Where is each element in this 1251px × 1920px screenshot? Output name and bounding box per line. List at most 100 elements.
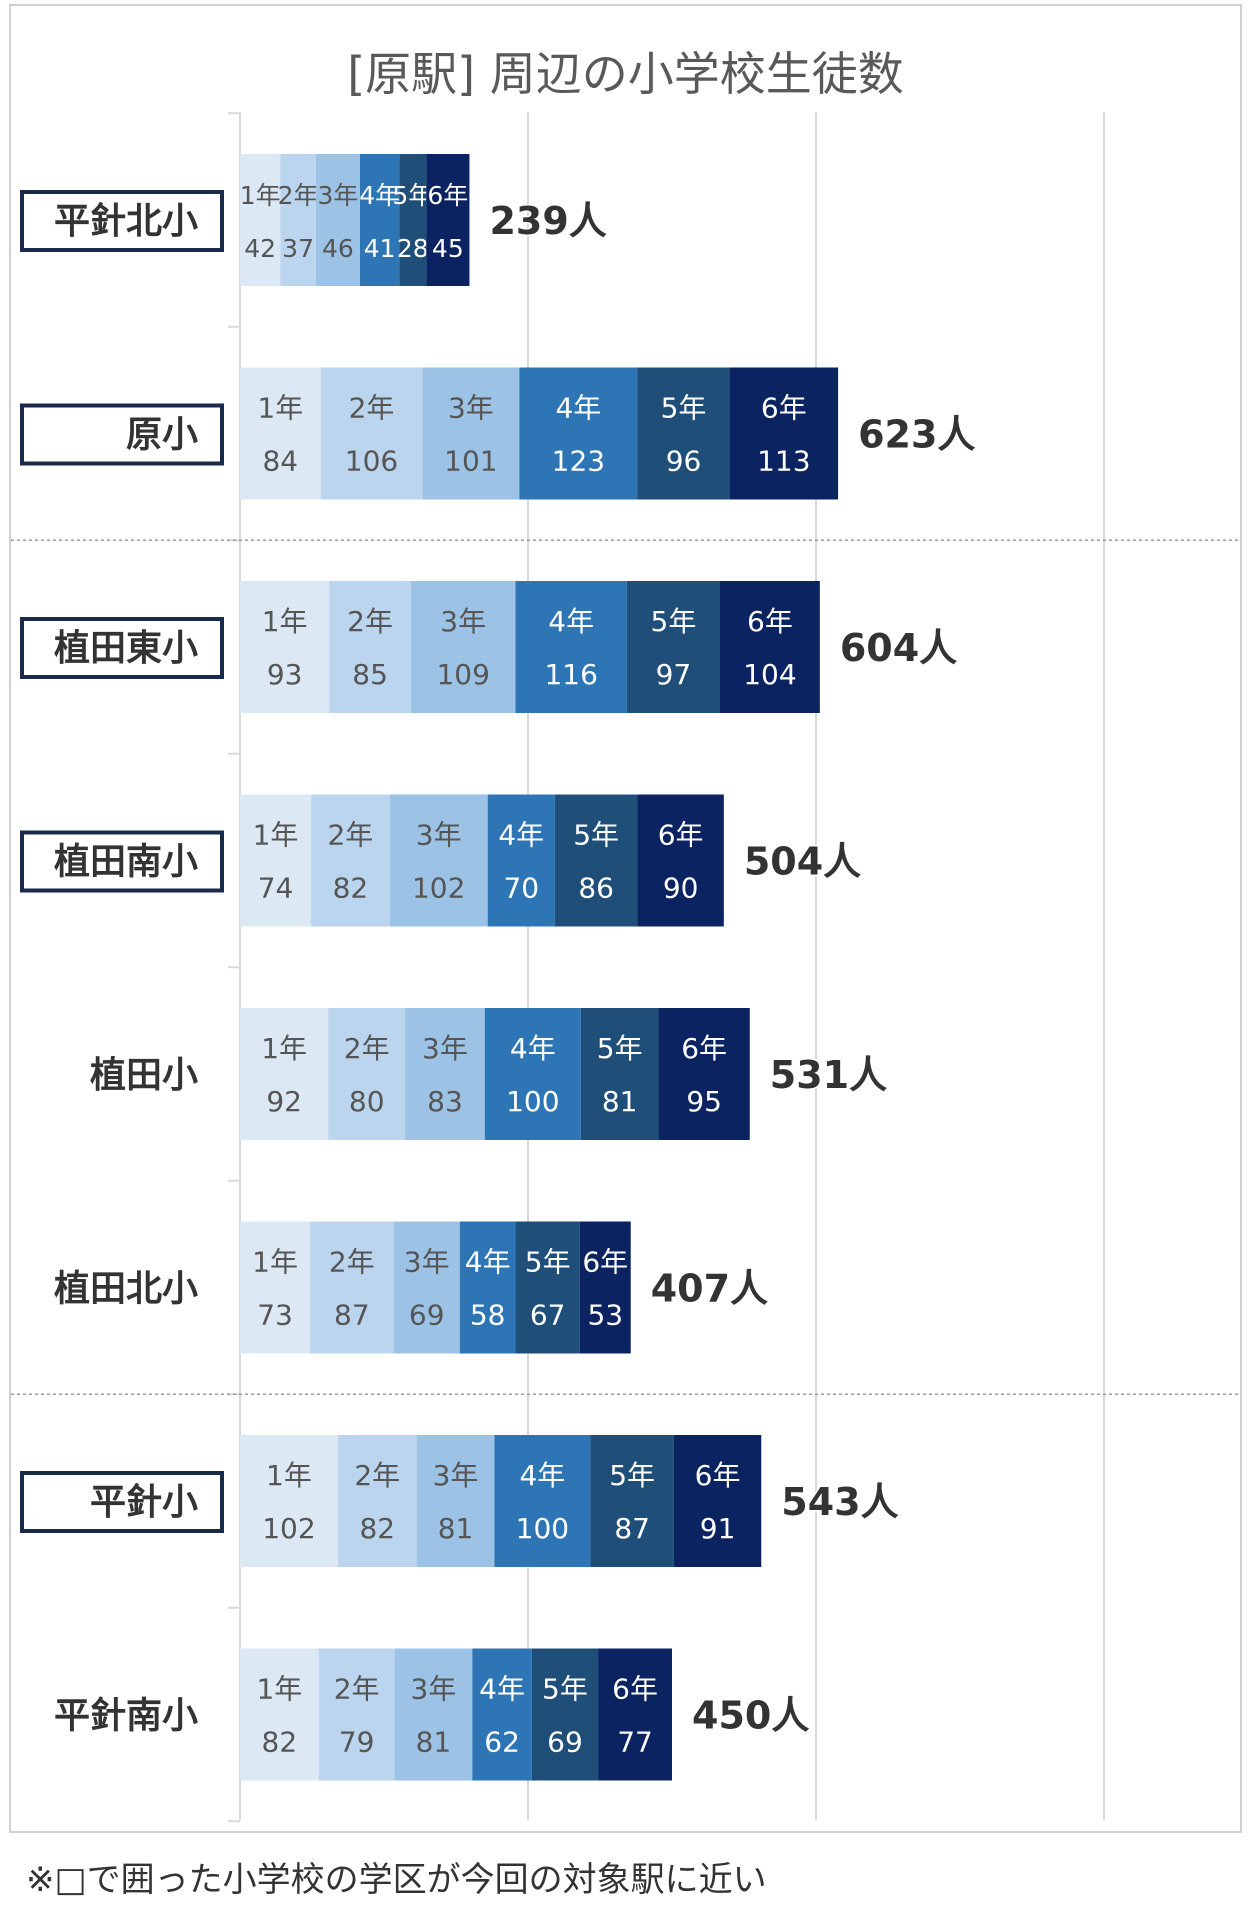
bar-segment	[240, 581, 330, 713]
grade-label: 3年	[448, 392, 494, 425]
data-label: 109	[436, 658, 489, 691]
data-label: 81	[438, 1512, 474, 1545]
chart-frame	[9, 4, 1242, 1833]
data-label: 85	[352, 658, 388, 691]
school-label: 植田小	[90, 1055, 198, 1096]
school-label: 植田南小	[54, 842, 198, 883]
bar-segment	[240, 367, 321, 500]
grade-label: 3年	[411, 1673, 457, 1706]
total-label: 623人	[858, 413, 975, 457]
grade-label: 4年	[498, 819, 544, 852]
data-label: 83	[427, 1085, 463, 1118]
data-label: 37	[282, 234, 314, 263]
grade-label: 2年	[347, 605, 393, 638]
grade-label: 3年	[404, 1246, 450, 1279]
data-label: 70	[503, 872, 539, 905]
bar-segment	[416, 1435, 495, 1567]
data-label: 102	[262, 1512, 315, 1545]
data-label: 80	[349, 1085, 385, 1118]
grade-label: 1年	[266, 1459, 312, 1492]
grade-label: 6年	[612, 1673, 658, 1706]
bar-segment	[729, 367, 839, 500]
data-label: 69	[409, 1299, 445, 1332]
grade-label: 3年	[422, 1032, 468, 1065]
data-label: 104	[743, 658, 796, 691]
grade-label: 3年	[433, 1459, 479, 1492]
total-label: 504人	[744, 840, 861, 884]
stacked-bar-chart: 平針北小1年422年373年464年415年286年45239人原小1年842年…	[11, 112, 1240, 1823]
grade-label: 3年	[416, 819, 462, 852]
bar-segment	[515, 581, 627, 713]
data-label: 28	[397, 234, 429, 263]
grade-label: 5年	[661, 392, 707, 425]
bar-segment	[240, 1435, 338, 1567]
data-label: 73	[257, 1299, 293, 1332]
data-label: 69	[547, 1726, 583, 1759]
data-label: 62	[484, 1726, 520, 1759]
data-label: 46	[322, 234, 354, 263]
data-label: 42	[244, 234, 276, 263]
bar-segment	[240, 154, 281, 286]
grade-label: 1年	[256, 1673, 302, 1706]
school-label-box	[20, 190, 224, 252]
grade-label: 1年	[252, 1246, 298, 1279]
data-label: 82	[262, 1726, 298, 1759]
grade-label: 2年	[344, 1032, 390, 1065]
data-label: 87	[334, 1299, 370, 1332]
grade-label: 3年	[317, 181, 358, 210]
bar-segment	[579, 1221, 631, 1354]
bar-segment	[389, 794, 488, 927]
bar-segment	[393, 1221, 460, 1354]
grade-label: 5年	[573, 819, 619, 852]
bar-segment	[658, 1008, 750, 1140]
grade-label: 6年	[695, 1459, 741, 1492]
bar-segment	[720, 581, 820, 713]
grade-label: 1年	[257, 392, 303, 425]
bar-segment	[626, 581, 720, 713]
bar-segment	[240, 1008, 329, 1140]
grade-label: 1年	[262, 605, 308, 638]
grade-label: 4年	[548, 605, 594, 638]
data-label: 100	[516, 1512, 569, 1545]
grade-label: 4年	[479, 1673, 525, 1706]
school-label-box	[20, 403, 224, 466]
bar-segment	[240, 1648, 319, 1781]
bar-segment	[310, 1221, 394, 1354]
bar-segment	[328, 1008, 406, 1140]
data-label: 41	[364, 234, 396, 263]
data-label: 116	[544, 658, 597, 691]
bar-segment	[487, 794, 555, 927]
data-label: 91	[700, 1512, 736, 1545]
bar-segment	[484, 1008, 581, 1140]
grade-label: 5年	[651, 605, 697, 638]
data-label: 82	[359, 1512, 395, 1545]
bar-segment	[637, 794, 724, 927]
school-label-box	[20, 830, 224, 893]
data-label: 123	[552, 445, 605, 478]
data-label: 86	[578, 872, 614, 905]
data-label: 79	[339, 1726, 375, 1759]
grade-label: 2年	[327, 819, 373, 852]
school-label: 植田東小	[54, 628, 198, 669]
bar-segment	[240, 794, 312, 927]
total-label: 543人	[781, 1480, 898, 1524]
school-label-box	[20, 617, 224, 679]
grade-label: 3年	[440, 605, 486, 638]
bar-segment	[580, 1008, 659, 1140]
bar-segment	[494, 1435, 591, 1567]
school-label: 平針南小	[54, 1696, 198, 1737]
data-label: 74	[258, 872, 294, 905]
bar-segment	[598, 1648, 672, 1781]
grade-label: 2年	[334, 1673, 380, 1706]
grade-label: 6年	[681, 1032, 727, 1065]
data-label: 81	[602, 1085, 638, 1118]
grade-label: 2年	[329, 1246, 375, 1279]
data-label: 100	[506, 1085, 559, 1118]
grade-label: 1年	[253, 819, 299, 852]
grade-label: 6年	[658, 819, 704, 852]
grade-label: 2年	[349, 392, 395, 425]
grade-label: 4年	[359, 181, 400, 210]
bar-segment	[459, 1221, 516, 1354]
grade-label: 2年	[278, 181, 319, 210]
grade-label: 1年	[240, 181, 281, 210]
